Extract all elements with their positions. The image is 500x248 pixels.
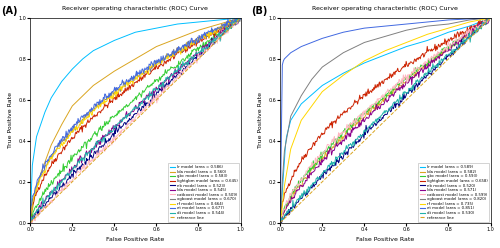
Title: Receiver operating characteristic (ROC) Curve: Receiver operating characteristic (ROC) …	[312, 5, 458, 11]
Title: Receiver operating characteristic (ROC) Curve: Receiver operating characteristic (ROC) …	[62, 5, 208, 11]
Text: (B): (B)	[251, 6, 267, 16]
X-axis label: False Positive Rate: False Positive Rate	[106, 237, 164, 243]
Y-axis label: True Positive Rate: True Positive Rate	[258, 92, 262, 148]
Legend: lr model (area = 0.589), lda model (area = 0.582), gbc model (area = 0.593), lig: lr model (area = 0.589), lda model (area…	[418, 163, 490, 221]
X-axis label: False Positive Rate: False Positive Rate	[356, 237, 414, 243]
Legend: lr model (area = 0.586), lda model (area = 0.560), gbc model (area = 0.583), lig: lr model (area = 0.586), lda model (area…	[168, 163, 240, 221]
Text: (A): (A)	[1, 6, 18, 16]
Y-axis label: True Positive Rate: True Positive Rate	[8, 92, 12, 148]
